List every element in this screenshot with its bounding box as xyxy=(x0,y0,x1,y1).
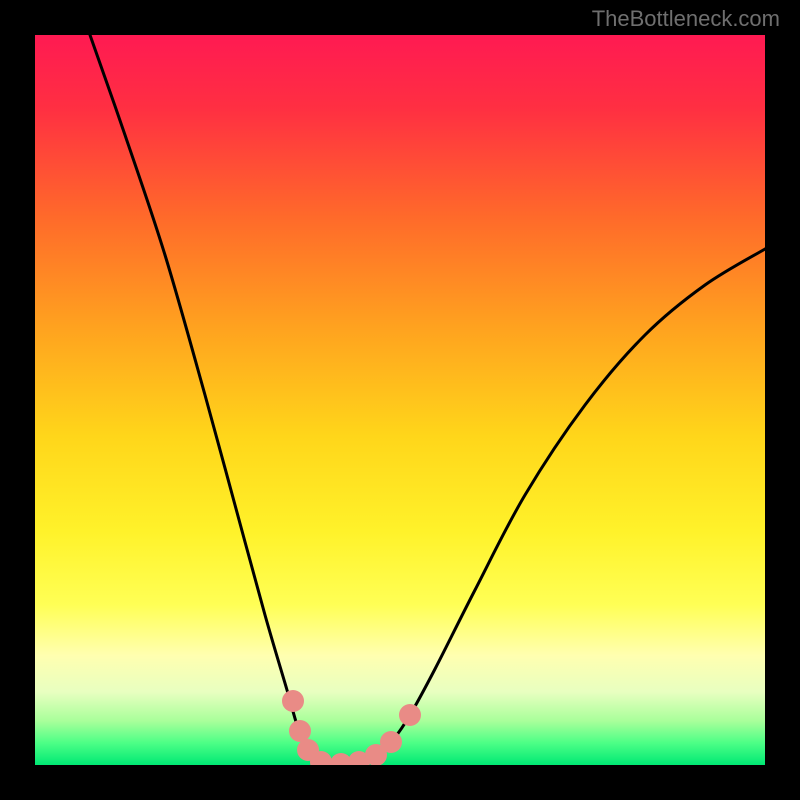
curve-marker xyxy=(282,690,304,712)
plot-area xyxy=(35,35,765,765)
watermark-text: TheBottleneck.com xyxy=(592,6,780,32)
bottleneck-curve xyxy=(90,35,765,764)
curve-marker xyxy=(330,753,352,765)
curve-marker xyxy=(380,731,402,753)
curve-marker xyxy=(310,751,332,765)
curve-marker xyxy=(348,751,370,765)
curve-layer xyxy=(35,35,765,765)
gradient-background xyxy=(35,35,765,765)
marker-layer xyxy=(35,35,765,765)
curve-marker xyxy=(289,720,311,742)
chart-canvas: TheBottleneck.com xyxy=(0,0,800,800)
curve-marker xyxy=(399,704,421,726)
curve-marker xyxy=(365,744,387,765)
curve-marker xyxy=(297,739,319,761)
